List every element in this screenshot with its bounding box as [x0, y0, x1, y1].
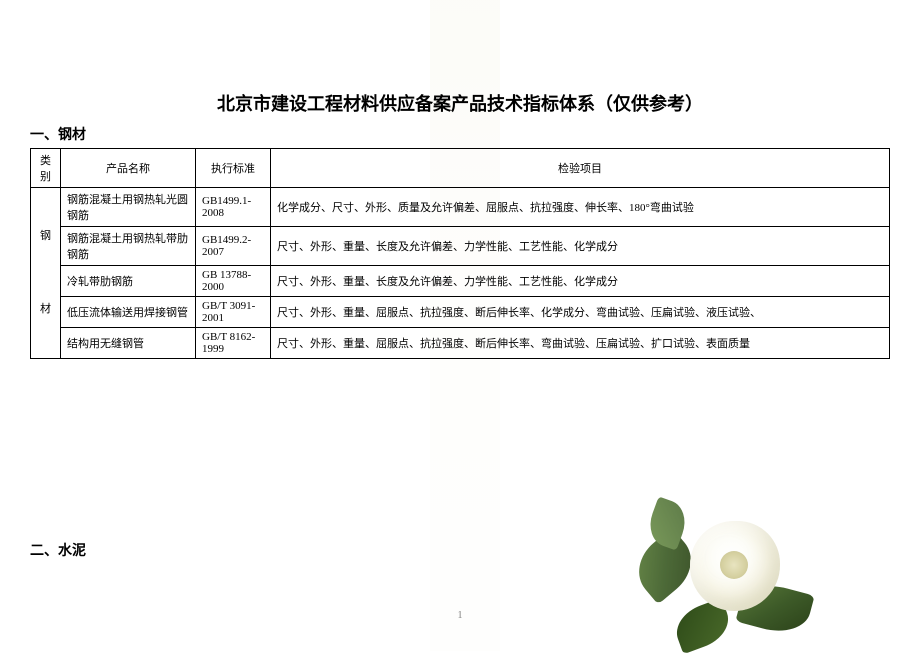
header-category: 类别: [31, 149, 61, 188]
category-cell: 钢 材: [31, 188, 61, 359]
header-standard: 执行标准: [196, 149, 271, 188]
leaf-icon: [626, 528, 704, 605]
category-label-top: 钢: [37, 220, 54, 253]
inspection-cell: 尺寸、外形、重量、长度及允许偏差、力学性能、工艺性能、化学成分: [271, 266, 890, 297]
table-row: 钢 材 钢筋混凝土用钢热轧光圆钢筋 GB1499.1-2008 化学成分、尺寸、…: [31, 188, 890, 227]
leaf-icon: [670, 598, 735, 654]
flower-center-icon: [720, 551, 748, 579]
product-cell: 冷轧带肋钢筋: [61, 266, 196, 297]
table-row: 冷轧带肋钢筋 GB 13788-2000 尺寸、外形、重量、长度及允许偏差、力学…: [31, 266, 890, 297]
steel-table: 类别 产品名称 执行标准 检验项目 钢 材 钢筋混凝土用钢热轧光圆钢筋 GB14…: [30, 148, 890, 359]
leaf-icon: [643, 496, 691, 550]
product-cell: 低压流体输送用焊接钢管: [61, 297, 196, 328]
header-product: 产品名称: [61, 149, 196, 188]
inspection-cell: 尺寸、外形、重量、屈服点、抗拉强度、断后伸长率、化学成分、弯曲试验、压扁试验、液…: [271, 297, 890, 328]
standard-cell: GB1499.1-2008: [196, 188, 271, 227]
inspection-cell: 化学成分、尺寸、外形、质量及允许偏差、屈服点、抗拉强度、伸长率、180°弯曲试验: [271, 188, 890, 227]
page-container: 北京市建设工程材料供应备案产品技术指标体系（仅供参考） 一、钢材 类别 产品名称…: [0, 0, 920, 651]
inspection-cell: 尺寸、外形、重量、长度及允许偏差、力学性能、工艺性能、化学成分: [271, 227, 890, 266]
section2-heading: 二、水泥: [30, 540, 86, 560]
page-title: 北京市建设工程材料供应备案产品技术指标体系（仅供参考）: [30, 90, 890, 116]
flower-bloom-icon: [690, 521, 780, 611]
page-number: 1: [458, 610, 463, 621]
category-label-bottom: 材: [37, 293, 54, 326]
table-row: 低压流体输送用焊接钢管 GB/T 3091-2001 尺寸、外形、重量、屈服点、…: [31, 297, 890, 328]
standard-cell: GB/T 3091-2001: [196, 297, 271, 328]
product-cell: 钢筋混凝土用钢热轧光圆钢筋: [61, 188, 196, 227]
product-cell: 钢筋混凝土用钢热轧带肋钢筋: [61, 227, 196, 266]
table-row: 钢筋混凝土用钢热轧带肋钢筋 GB1499.2-2007 尺寸、外形、重量、长度及…: [31, 227, 890, 266]
inspection-cell: 尺寸、外形、重量、屈服点、抗拉强度、断后伸长率、弯曲试验、压扁试验、扩口试验、表…: [271, 328, 890, 359]
leaf-icon: [735, 578, 814, 640]
section1-heading: 一、钢材: [30, 124, 890, 144]
category-spacer: [37, 253, 54, 293]
table-row: 结构用无缝钢管 GB/T 8162-1999 尺寸、外形、重量、屈服点、抗拉强度…: [31, 328, 890, 359]
standard-cell: GB 13788-2000: [196, 266, 271, 297]
product-cell: 结构用无缝钢管: [61, 328, 196, 359]
standard-cell: GB/T 8162-1999: [196, 328, 271, 359]
header-inspection: 检验项目: [271, 149, 890, 188]
standard-cell: GB1499.2-2007: [196, 227, 271, 266]
flower-decoration: [600, 451, 840, 651]
table-header-row: 类别 产品名称 执行标准 检验项目: [31, 149, 890, 188]
